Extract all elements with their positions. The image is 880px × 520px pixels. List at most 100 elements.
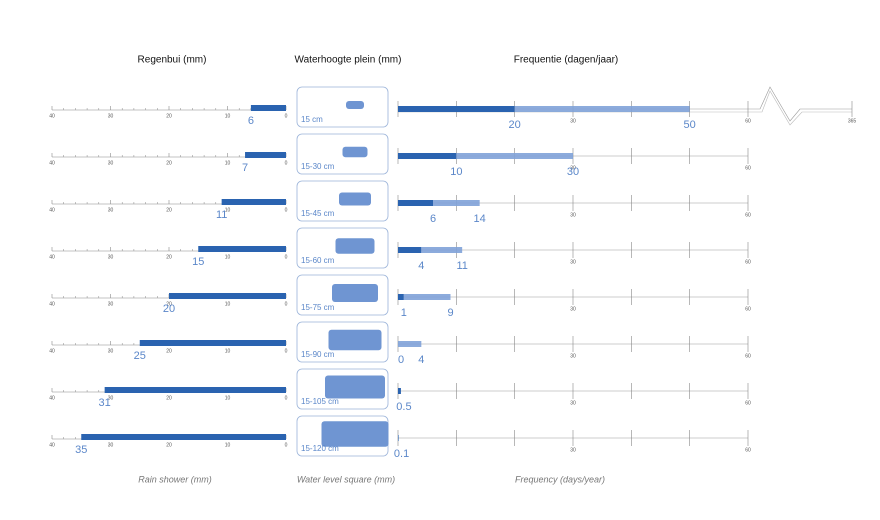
tick-label: 20	[166, 113, 172, 119]
tick-label: 30	[570, 259, 576, 265]
tick-label: 60	[745, 306, 751, 312]
tick-label: 30	[108, 348, 114, 354]
tick-label: 30	[570, 447, 576, 453]
freq-label: 11	[456, 260, 467, 272]
level-label: 15-60 cm	[301, 256, 335, 265]
footer: Water level square (mm)	[297, 474, 395, 484]
tick-label: 20	[166, 395, 172, 401]
rain-bar	[221, 199, 286, 205]
tick-label: 0	[285, 348, 288, 354]
tick-label: 365	[848, 118, 857, 124]
axis-break	[398, 86, 852, 122]
tick-label: 40	[49, 113, 55, 119]
freq-bar-low	[398, 247, 422, 253]
tick-label: 30	[108, 207, 114, 213]
tick-label: 30	[108, 113, 114, 119]
freq-label: 14	[474, 213, 486, 225]
level-label: 15-105 cm	[301, 397, 339, 406]
level-icon	[339, 192, 371, 206]
tick-label: 30	[108, 254, 114, 260]
tick-label: 20	[166, 160, 172, 166]
rain-bar	[104, 387, 287, 393]
tick-label: 20	[166, 442, 172, 448]
freq-bar-low	[398, 200, 433, 206]
rain-bar	[169, 293, 286, 299]
level-label: 15-45 cm	[301, 209, 335, 218]
tick-label: 0	[285, 395, 288, 401]
rain-label: 35	[75, 444, 87, 456]
freq-bar-low	[398, 435, 399, 441]
rain-label: 6	[248, 115, 254, 127]
freq-label: 4	[418, 354, 424, 366]
tick-label: 60	[745, 400, 751, 406]
rain-label: 25	[134, 350, 146, 362]
tick-label: 30	[108, 301, 114, 307]
freq-bar-high	[421, 247, 463, 253]
level-icon	[321, 421, 389, 447]
level-label: 15-90 cm	[301, 350, 335, 359]
level-icon	[332, 284, 378, 302]
footer: Rain shower (mm)	[138, 474, 212, 484]
tick-label: 40	[49, 254, 55, 260]
rain-label: 7	[242, 162, 248, 174]
freq-bar-low	[398, 153, 457, 159]
tick-label: 30	[108, 395, 114, 401]
rain-bar	[250, 105, 286, 111]
freq-bar-high	[456, 153, 573, 159]
header: Waterhoogte plein (mm)	[295, 55, 402, 66]
tick-label: 10	[225, 348, 231, 354]
tick-label: 20	[166, 207, 172, 213]
freq-label: 30	[567, 166, 579, 178]
tick-label: 30	[570, 165, 576, 171]
header: Frequentie (dagen/jaar)	[514, 55, 619, 66]
tick-label: 10	[225, 395, 231, 401]
freq-bar-low	[398, 294, 404, 300]
freq-label: 10	[450, 166, 462, 178]
freq-bar-high	[403, 294, 451, 300]
rain-label: 11	[216, 209, 227, 221]
tick-label: 0	[285, 442, 288, 448]
rain-bar	[139, 340, 286, 346]
tick-label: 10	[225, 113, 231, 119]
tick-label: 60	[745, 353, 751, 359]
rain-label: 15	[192, 256, 204, 268]
footer: Frequency (days/year)	[515, 474, 605, 484]
tick-label: 10	[225, 442, 231, 448]
tick-label: 30	[570, 212, 576, 218]
freq-label: 6	[430, 213, 436, 225]
tick-label: 40	[49, 301, 55, 307]
tick-label: 20	[166, 348, 172, 354]
tick-label: 40	[49, 348, 55, 354]
tick-label: 10	[225, 301, 231, 307]
axis-break	[398, 90, 852, 126]
level-label: 15 cm	[301, 115, 323, 124]
level-label: 15-30 cm	[301, 162, 335, 171]
tick-label: 60	[745, 165, 751, 171]
tick-label: 40	[49, 160, 55, 166]
level-label: 15-120 cm	[301, 444, 339, 453]
freq-label: 1	[401, 307, 407, 319]
freq-label: 20	[509, 119, 521, 131]
freq-label: 4	[418, 260, 424, 272]
tick-label: 60	[745, 212, 751, 218]
level-icon	[335, 238, 375, 254]
freq-bar-low	[398, 106, 515, 112]
level-label: 15-75 cm	[301, 303, 335, 312]
tick-label: 60	[745, 259, 751, 265]
level-box	[296, 86, 389, 128]
freq-label: 0.1	[394, 448, 409, 460]
rain-bar	[245, 152, 286, 158]
freq-bar-high	[433, 200, 480, 206]
freq-label: 0.5	[396, 401, 411, 413]
level-icon	[346, 101, 364, 109]
tick-label: 10	[225, 160, 231, 166]
tick-label: 30	[570, 118, 576, 124]
tick-label: 10	[225, 207, 231, 213]
freq-label: 0	[398, 354, 404, 366]
level-icon	[325, 375, 385, 399]
tick-label: 0	[285, 160, 288, 166]
tick-label: 20	[166, 254, 172, 260]
rain-bar	[81, 434, 286, 440]
freq-label: 9	[447, 307, 453, 319]
